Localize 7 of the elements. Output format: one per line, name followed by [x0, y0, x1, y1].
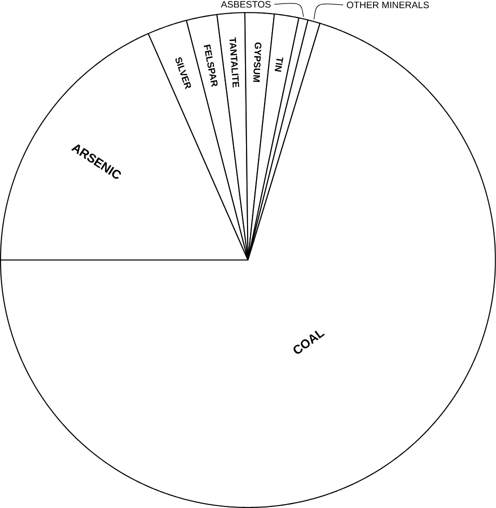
slice-label: TANTALITE	[230, 37, 240, 88]
slice-label: OTHER MINERALS	[346, 2, 429, 8]
slice-label: FELSPAR	[204, 44, 218, 88]
slice-label: GYPSUM	[253, 42, 262, 82]
slice-label: ASBESTOS	[220, 1, 271, 8]
slice-label: TIN	[274, 58, 284, 72]
slice-label: SILVER	[176, 57, 191, 90]
